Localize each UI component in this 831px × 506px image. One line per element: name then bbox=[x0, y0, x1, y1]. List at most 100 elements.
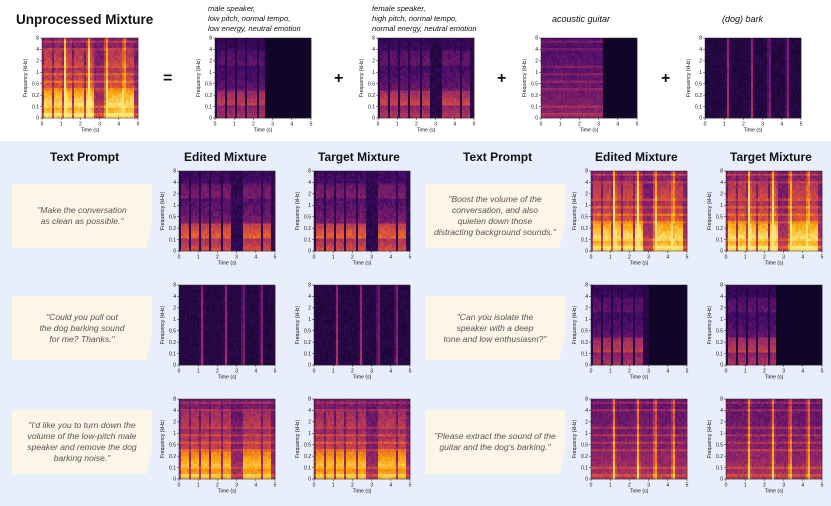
x-tick-label: 1 bbox=[332, 483, 335, 489]
spectrogram-cells bbox=[179, 285, 276, 366]
y-tick-label: 4 bbox=[173, 180, 176, 186]
y-tick-label: 0.5 bbox=[169, 442, 176, 448]
x-tick-label: 4 bbox=[801, 483, 804, 489]
y-tick-label: 0.2 bbox=[531, 93, 538, 99]
spectrogram-target-mixture: 0 1 2 3 4 5 8 4 2 1 0.5 0.2 0.1 0 Time (s) Frequency (k… bbox=[295, 283, 412, 381]
text-prompt-box: "Can you isolate the speaker with a deep… bbox=[425, 296, 565, 360]
x-tick-label: 2 bbox=[578, 122, 581, 128]
y-tick-label: 0.1 bbox=[531, 104, 538, 110]
y-tick-label: 1 bbox=[308, 317, 311, 323]
y-tick-label: 0.1 bbox=[32, 104, 39, 110]
spectrogram-cells bbox=[591, 399, 688, 480]
x-tick-label: 2 bbox=[79, 122, 82, 128]
y-tick-label: 4 bbox=[720, 294, 723, 300]
y-tick-label: 0.1 bbox=[304, 351, 311, 357]
y-tick-label: 8 bbox=[372, 36, 375, 42]
y-axis-label: Frequency (kHz) bbox=[572, 192, 578, 231]
y-tick-label: 0.1 bbox=[368, 104, 375, 110]
y-axis-label: Frequency (kHz) bbox=[572, 306, 578, 345]
y-tick-label: 8 bbox=[173, 283, 176, 289]
y-tick-label: 8 bbox=[720, 397, 723, 403]
y-tick-label: 0.5 bbox=[169, 214, 176, 220]
y-tick-label: 1 bbox=[36, 70, 39, 76]
x-tick-label: 2 bbox=[763, 483, 766, 489]
y-tick-label: 2 bbox=[173, 306, 176, 312]
y-tick-label: 0.2 bbox=[304, 226, 311, 232]
y-axis-label: Frequency (kHz) bbox=[707, 306, 713, 345]
y-axis-label: Frequency (kHz) bbox=[295, 306, 301, 345]
text-prompt-box: "Boost the volume of the conversation, a… bbox=[425, 184, 565, 248]
x-tick-label: 4 bbox=[389, 483, 392, 489]
x-tick-label: 5 bbox=[137, 122, 140, 128]
y-tick-label: 4 bbox=[585, 180, 588, 186]
y-tick-label: 1 bbox=[720, 317, 723, 323]
y-tick-label: 1 bbox=[173, 203, 176, 209]
plot-frame bbox=[377, 37, 475, 119]
y-tick-label: 4 bbox=[209, 47, 212, 53]
y-tick-label: 0.1 bbox=[716, 237, 723, 243]
text-prompt-box: "Please extract the sound of the guitar … bbox=[425, 410, 565, 474]
source-label-female: female speaker, high pitch, normal tempo… bbox=[372, 4, 477, 34]
x-axis-label: Time (s) bbox=[218, 489, 237, 495]
x-tick-label: 2 bbox=[742, 122, 745, 128]
y-tick-label: 0 bbox=[585, 363, 588, 369]
y-tick-label: 0.2 bbox=[716, 226, 723, 232]
y-tick-label: 8 bbox=[308, 283, 311, 289]
spectrogram-target-mixture: 0 1 2 3 4 5 8 4 2 1 0.5 0.2 0.1 0 Time (s) Frequency (k… bbox=[295, 397, 412, 495]
y-axis-label: Frequency (kHz) bbox=[707, 420, 713, 459]
x-axis-label: Time (s) bbox=[765, 261, 784, 267]
y-tick-label: 8 bbox=[308, 397, 311, 403]
spectrogram-cells bbox=[179, 171, 276, 252]
y-tick-label: 0.5 bbox=[32, 81, 39, 87]
x-tick-label: 4 bbox=[389, 369, 392, 375]
y-axis-label: Frequency (kHz) bbox=[707, 192, 713, 231]
x-tick-label: 0 bbox=[704, 122, 707, 128]
x-tick-label: 5 bbox=[473, 122, 476, 128]
x-tick-label: 2 bbox=[628, 369, 631, 375]
y-tick-label: 1 bbox=[720, 431, 723, 437]
x-tick-label: 2 bbox=[216, 255, 219, 261]
y-tick-label: 0.1 bbox=[581, 351, 588, 357]
plot-frame bbox=[313, 170, 411, 252]
y-tick-label: 0 bbox=[535, 116, 538, 122]
y-tick-label: 0.1 bbox=[716, 465, 723, 471]
y-tick-label: 1 bbox=[585, 317, 588, 323]
x-tick-label: 0 bbox=[41, 122, 44, 128]
spectrogram-cells bbox=[179, 399, 276, 480]
y-tick-label: 0.2 bbox=[581, 340, 588, 346]
plot-frame bbox=[540, 37, 638, 119]
x-tick-label: 0 bbox=[313, 255, 316, 261]
y-tick-label: 0 bbox=[308, 363, 311, 369]
x-axis-label: Time (s) bbox=[218, 375, 237, 381]
y-axis-label: Frequency (kHz) bbox=[295, 192, 301, 231]
spectrogram-cells bbox=[378, 38, 475, 119]
x-tick-label: 1 bbox=[609, 255, 612, 261]
x-tick-label: 0 bbox=[313, 483, 316, 489]
y-tick-label: 4 bbox=[535, 47, 538, 53]
x-axis-label: Time (s) bbox=[218, 261, 237, 267]
y-tick-label: 8 bbox=[720, 169, 723, 175]
x-tick-label: 4 bbox=[389, 255, 392, 261]
y-tick-label: 1 bbox=[535, 70, 538, 76]
spectrogram-cells bbox=[705, 38, 802, 119]
y-tick-label: 4 bbox=[308, 294, 311, 300]
y-tick-label: 0 bbox=[372, 116, 375, 122]
x-tick-label: 1 bbox=[197, 369, 200, 375]
x-tick-label: 5 bbox=[274, 369, 277, 375]
y-tick-label: 4 bbox=[720, 180, 723, 186]
y-tick-label: 0.5 bbox=[716, 214, 723, 220]
y-tick-label: 1 bbox=[173, 317, 176, 323]
plot-frame bbox=[590, 398, 688, 480]
x-tick-label: 4 bbox=[254, 255, 257, 261]
y-tick-label: 0.1 bbox=[169, 351, 176, 357]
x-tick-label: 1 bbox=[197, 255, 200, 261]
plot-frame bbox=[725, 284, 823, 366]
y-tick-label: 0.2 bbox=[304, 340, 311, 346]
y-tick-label: 0.1 bbox=[205, 104, 212, 110]
x-tick-label: 0 bbox=[214, 122, 217, 128]
header-edited-mixture: Edited Mixture bbox=[595, 150, 678, 164]
x-tick-label: 4 bbox=[254, 369, 257, 375]
x-tick-label: 1 bbox=[723, 122, 726, 128]
y-tick-label: 0 bbox=[308, 249, 311, 255]
y-tick-label: 2 bbox=[308, 420, 311, 426]
